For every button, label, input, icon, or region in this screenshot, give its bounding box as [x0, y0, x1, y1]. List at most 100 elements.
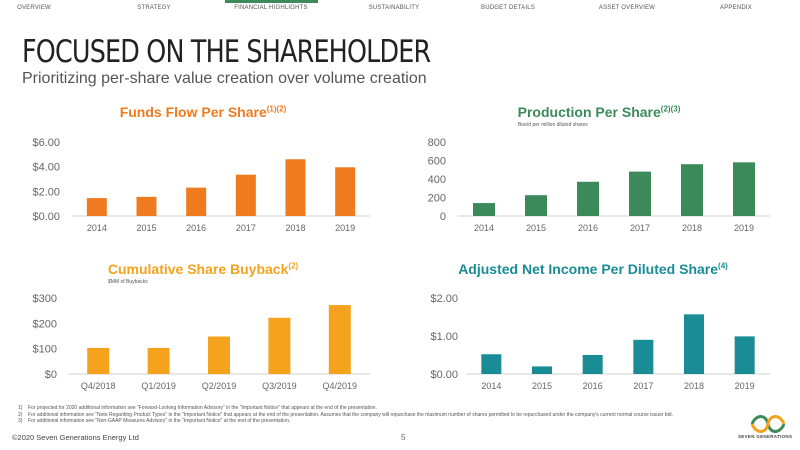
production-title: Production Per Share(2)(3) — [518, 104, 681, 120]
footnote-text: For projected for 2020 additional inform… — [28, 405, 377, 411]
net-income-title-sup: (4) — [718, 261, 728, 271]
bar — [268, 317, 291, 374]
copyright-text: ©2020 Seven Generations Energy Ltd — [12, 433, 139, 442]
x-tick-label: 2017 — [633, 381, 653, 391]
x-tick-label: Q2/2019 — [202, 381, 237, 391]
y-tick-label: 800 — [428, 137, 446, 149]
x-tick-label: 2014 — [474, 223, 494, 233]
x-tick-label: 2016 — [186, 223, 206, 233]
y-tick-label: 400 — [428, 174, 446, 186]
x-tick-label: 2017 — [630, 223, 650, 233]
y-tick-label: $300 — [33, 293, 57, 305]
nav-item-budget-details[interactable]: BUDGET DETAILS — [481, 5, 535, 11]
funds-flow-title: Funds Flow Per Share(1)(2) — [120, 104, 287, 120]
production-title-sup: (2)(3) — [660, 104, 681, 114]
bar — [208, 336, 230, 374]
bar — [235, 174, 256, 216]
nav-item-sustainability[interactable]: SUSTAINABILITY — [368, 5, 420, 11]
y-tick-label: $200 — [33, 318, 57, 330]
x-tick-label: Q4/2019 — [323, 381, 358, 391]
bar — [186, 187, 207, 216]
x-tick-label: 2016 — [578, 223, 598, 233]
buyback-title-sup: (2) — [288, 261, 299, 271]
y-tick-label: $0.00 — [430, 369, 458, 381]
bar — [734, 336, 755, 374]
footnote-number: 2) — [18, 411, 23, 418]
bar — [335, 167, 356, 216]
page-title: FOCUSED ON THE SHAREHOLDER — [22, 34, 431, 70]
footnotes: 1) For projected for 2020 additional info… — [18, 405, 738, 425]
y-tick-label: $4.00 — [32, 162, 60, 174]
x-tick-label: 2016 — [583, 381, 603, 391]
y-tick-label: $2.00 — [32, 186, 60, 198]
nav-item-overview[interactable]: OVERVIEW — [17, 5, 51, 11]
x-tick-label: 2018 — [684, 381, 704, 391]
bar — [136, 196, 157, 216]
x-tick-label: Q1/2019 — [141, 381, 176, 391]
bar — [87, 347, 110, 374]
footnote-text: For additional information see "Note Reg… — [28, 411, 673, 418]
funds-flow-title-sup: (1)(2) — [266, 104, 287, 114]
bar — [328, 305, 351, 374]
page-subtitle: Prioritizing per-share value creation ov… — [22, 70, 427, 87]
bar — [577, 181, 599, 216]
funds-flow-title-text: Funds Flow Per Share — [119, 104, 267, 120]
bar — [582, 355, 603, 374]
net-income-title: Adjusted Net Income Per Diluted Share(4) — [458, 261, 728, 277]
x-tick-label: 2019 — [335, 223, 355, 233]
seven-generations-logo-icon — [750, 415, 786, 433]
bar — [285, 159, 306, 216]
production-title-text: Production Per Share — [517, 104, 661, 120]
x-tick-label: 2017 — [236, 223, 256, 233]
x-tick-label: 2018 — [682, 223, 702, 233]
x-tick-label: 2019 — [735, 381, 755, 391]
y-tick-label: $0.00 — [32, 211, 60, 223]
footnote-2: 2) For additional information see "Note R… — [18, 412, 738, 419]
x-tick-label: Q3/2019 — [262, 381, 297, 391]
bar — [681, 164, 703, 216]
x-tick-label: 2015 — [526, 223, 546, 233]
nav-item-financial-highlights[interactable]: FINANCIAL HIGHLIGHTS — [234, 5, 308, 11]
y-tick-label: $6.00 — [32, 137, 60, 149]
y-tick-label: 600 — [428, 156, 446, 168]
x-tick-label: 2015 — [532, 381, 552, 391]
bar — [684, 314, 704, 374]
bar — [633, 339, 654, 374]
x-tick-label: 2018 — [285, 223, 305, 233]
y-tick-label: 0 — [440, 211, 446, 223]
y-tick-label: $0 — [45, 369, 57, 381]
footnote-3: 3) For additional information see "Non-GA… — [18, 418, 738, 425]
bar — [86, 198, 107, 216]
x-tick-label: 2015 — [136, 223, 156, 233]
y-tick-label: $100 — [33, 344, 57, 356]
footnote-1: 1) For projected for 2020 additional info… — [18, 405, 738, 412]
top-navigation: OVERVIEW STRATEGY FINANCIAL HIGHLIGHTS S… — [0, 0, 800, 20]
bar — [525, 195, 547, 216]
net-income-title-text: Adjusted Net Income Per Diluted Share — [458, 261, 719, 277]
y-tick-label: $2.00 — [430, 293, 458, 305]
nav-item-strategy[interactable]: STRATEGY — [137, 5, 171, 11]
nav-active-indicator — [225, 0, 318, 3]
y-tick-label: $1.00 — [430, 331, 458, 343]
buyback-subtitle: $MM of Buybacks — [108, 279, 148, 285]
y-tick-label: 200 — [428, 193, 446, 205]
bar — [532, 366, 552, 374]
x-tick-label: 2019 — [734, 223, 754, 233]
bar — [481, 354, 502, 374]
bar — [147, 347, 170, 374]
nav-item-asset-overview[interactable]: ASSET OVERVIEW — [598, 5, 656, 11]
bar — [733, 162, 755, 216]
footnote-text: For additional information see "Non-GAAP… — [28, 418, 291, 424]
footnote-number: 1) — [18, 405, 23, 411]
x-tick-label: 2014 — [87, 223, 107, 233]
footnote-number: 3) — [18, 418, 23, 424]
buyback-title: Cumulative Share Buyback(2) — [108, 261, 298, 277]
x-tick-label: 2014 — [481, 381, 501, 391]
x-tick-label: Q4/2018 — [81, 381, 116, 391]
bar — [629, 171, 651, 216]
bar — [473, 203, 495, 216]
nav-item-appendix[interactable]: APPENDIX — [720, 5, 752, 11]
